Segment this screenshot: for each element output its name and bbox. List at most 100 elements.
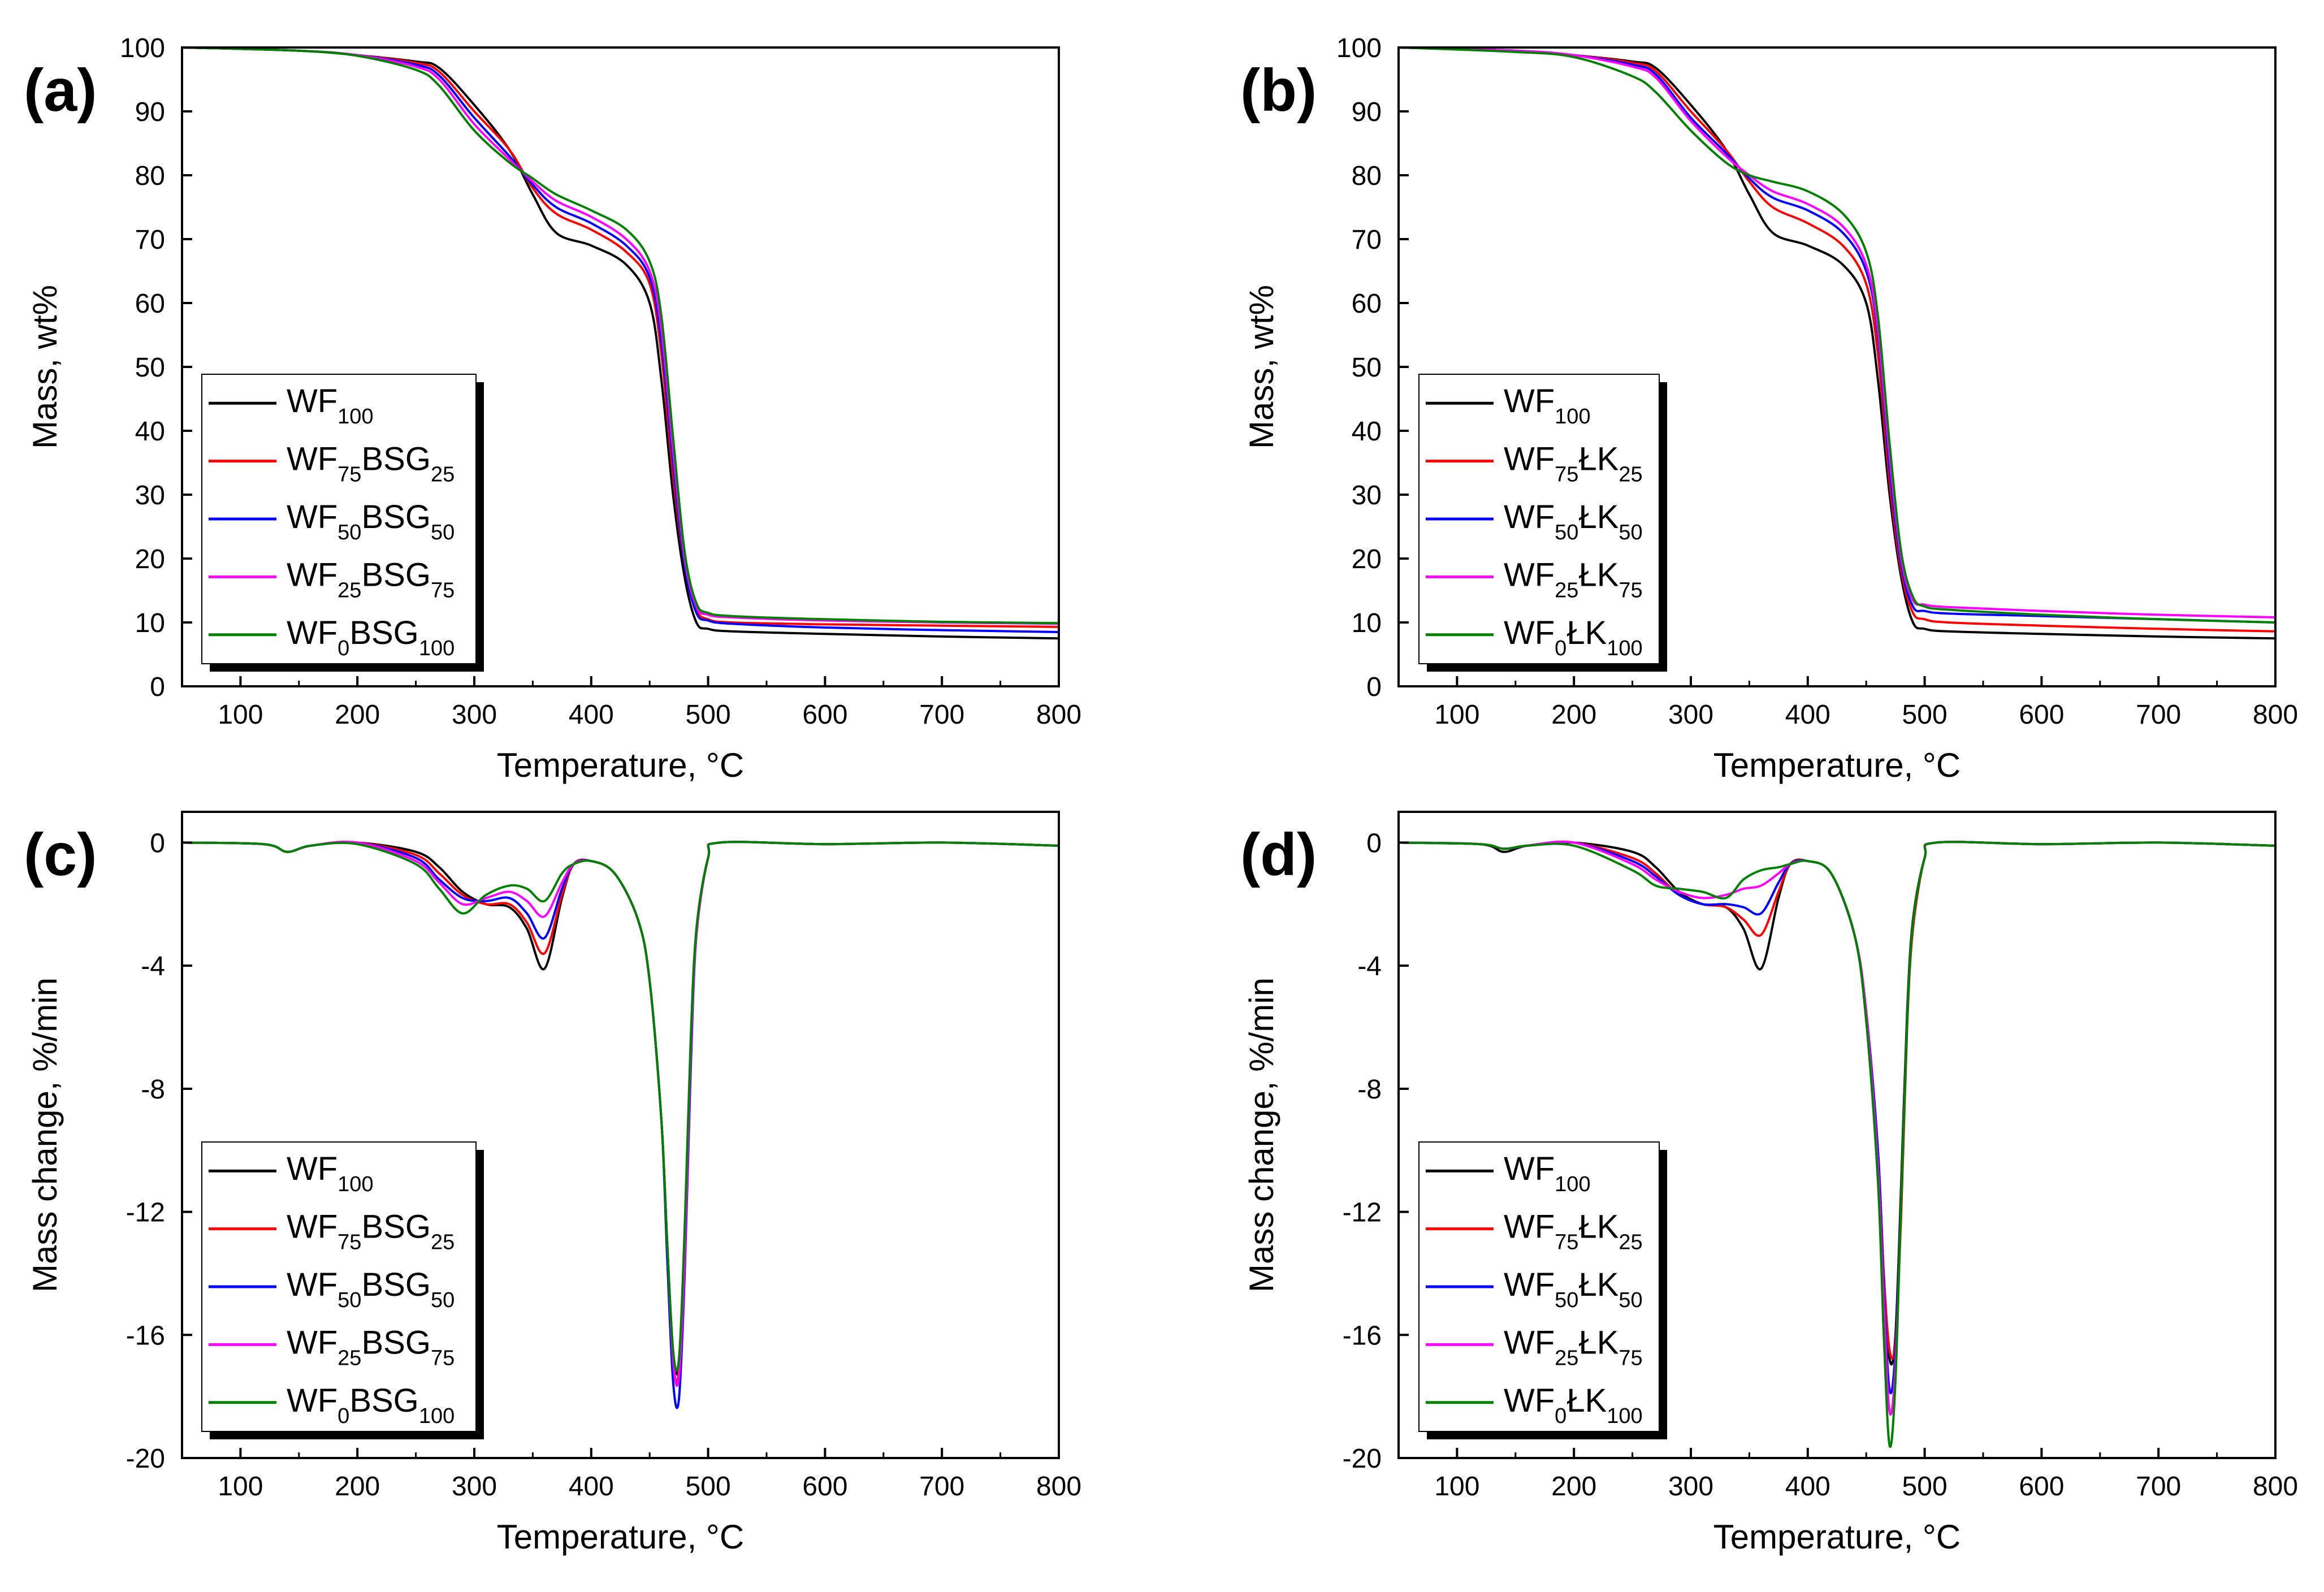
y-tick-label: -4: [141, 951, 165, 981]
x-tick-label: 800: [1036, 700, 1081, 730]
y-tick-label: 90: [135, 97, 165, 127]
x-axis-title: Temperature, °C: [1713, 1518, 1961, 1556]
y-tick-label: 100: [1336, 33, 1382, 63]
y-tick-label: 60: [135, 289, 165, 319]
y-tick-label: 20: [135, 544, 165, 574]
y-tick-label: 40: [1352, 417, 1382, 447]
y-tick-label: -12: [126, 1198, 165, 1228]
legend-label-wf0bsg100: WF0BSG100: [287, 1382, 455, 1428]
series-line-wf50bsg50: [182, 47, 1059, 633]
y-tick-label: 40: [135, 417, 165, 447]
x-tick-label: 200: [1551, 1472, 1596, 1502]
series-group: [182, 840, 1059, 1409]
y-tick-label: 0: [1366, 828, 1382, 858]
y-tick-label: -8: [141, 1075, 165, 1105]
x-tick-label: 100: [1434, 700, 1479, 730]
x-tick-label: 400: [569, 700, 614, 730]
plot-frame: [1397, 811, 2277, 1459]
y-tick-label: 50: [1352, 353, 1382, 383]
series-line-wf75bsg25: [182, 47, 1059, 628]
x-tick-label: 100: [218, 1472, 263, 1502]
y-tick-label: -12: [1343, 1198, 1382, 1228]
x-tick-label: 500: [1902, 700, 1948, 730]
legend-label-wf75łk25: WF75ŁK25: [1504, 441, 1643, 487]
y-tick-label: -8: [1357, 1075, 1382, 1105]
legend-label-wf75bsg25: WF75BSG25: [287, 441, 455, 487]
y-axis-title: Mass change, %/min: [26, 977, 64, 1292]
legend-label-wf75łk25: WF75ŁK25: [1504, 1209, 1643, 1254]
x-tick-label: 700: [2136, 1472, 2181, 1502]
x-tick-label: 400: [1785, 700, 1830, 730]
panel-label: (a): [24, 57, 97, 124]
legend: WF100 WF75BSG25 WF50BSG50 WF25BSG75 WF0BSG10…: [201, 1141, 484, 1439]
y-tick-label: 20: [1352, 544, 1382, 574]
y-tick-label: 70: [135, 225, 165, 255]
series-group: [1399, 47, 2275, 640]
panel-label: (d): [1240, 821, 1317, 888]
legend: WF100 WF75ŁK25 WF50ŁK50 WF25ŁK75 WF0ŁK100: [1418, 374, 1667, 672]
x-tick-label: 300: [1668, 700, 1713, 730]
chart-panel-a: 100 200 300 400 500 600 700 800 0 10 20 30 40 50 60 70 8…: [24, 33, 1081, 784]
y-tick-label: 30: [135, 481, 165, 511]
x-tick-label: 800: [2253, 1472, 2298, 1502]
legend-label-wf0łk100: WF0ŁK100: [1504, 615, 1643, 660]
legend-label-wf50łk50: WF50ŁK50: [1504, 499, 1643, 544]
legend-label-wf100: WF100: [1504, 383, 1591, 429]
chart-panel-b: 100 200 300 400 500 600 700 800 0 10 20 30 40 50 60 70 8…: [1240, 33, 2298, 784]
y-tick-label: 10: [1352, 608, 1382, 638]
x-tick-label: 500: [686, 1472, 731, 1502]
plot-frame: [181, 811, 1060, 1459]
y-tick-label: -4: [1357, 951, 1382, 981]
legend-label-wf0bsg100: WF0BSG100: [287, 615, 455, 660]
x-axis-title: Temperature, °C: [497, 1518, 745, 1556]
y-tick-label: 0: [150, 672, 165, 702]
series-line-wf75łk25: [1399, 47, 2275, 633]
y-tick-label: 50: [135, 353, 165, 383]
y-axis-title: Mass, wt%: [26, 285, 64, 449]
legend-label-wf50bsg50: WF50BSG50: [287, 499, 455, 544]
legend: WF100 WF75BSG25 WF50BSG50 WF25BSG75 WF0BSG10…: [201, 374, 484, 672]
y-axis-title: Mass, wt%: [1243, 285, 1280, 449]
y-tick-label: 80: [135, 161, 165, 191]
y-tick-label: 0: [1366, 672, 1382, 702]
series-line-wf0bsg100: [182, 841, 1059, 1372]
y-tick-label: 30: [1352, 481, 1382, 511]
chart-panel-d: 100 200 300 400 500 600 700 800 0 -4 -8 -12 -16 -20 Te…: [1240, 811, 2298, 1556]
x-tick-label: 500: [686, 700, 731, 730]
series-line-wf50łk50: [1399, 47, 2275, 624]
x-tick-label: 700: [2136, 700, 2181, 730]
x-tick-label: 100: [1434, 1472, 1479, 1502]
legend-label-wf50łk50: WF50ŁK50: [1504, 1266, 1643, 1312]
y-tick-label: 0: [150, 828, 165, 858]
x-tick-label: 200: [1551, 700, 1596, 730]
legend-label-wf100: WF100: [287, 1150, 374, 1196]
y-tick-label: 60: [1352, 289, 1382, 319]
x-axis-title: Temperature, °C: [1713, 746, 1961, 784]
legend-label-wf25bsg75: WF25BSG75: [287, 556, 455, 602]
y-tick-label: -16: [1343, 1321, 1382, 1351]
y-tick-label: 80: [1352, 161, 1382, 191]
legend-label-wf100: WF100: [1504, 1150, 1591, 1196]
legend-label-wf25łk75: WF25ŁK75: [1504, 1324, 1643, 1370]
y-tick-label: -20: [126, 1444, 165, 1474]
x-tick-label: 100: [218, 700, 263, 730]
series-line-wf0łk100: [1399, 47, 2275, 624]
x-axis-title: Temperature, °C: [497, 746, 745, 784]
legend-box: [1418, 374, 1660, 664]
legend-label-wf0łk100: WF0ŁK100: [1504, 1382, 1643, 1428]
x-tick-label: 400: [1785, 1472, 1830, 1502]
x-tick-label: 400: [569, 1472, 614, 1502]
series-group: [1399, 840, 2275, 1448]
chart-panel-c: 100 200 300 400 500 600 700 800 0 -4 -8 -12 -16 -20 Te…: [24, 811, 1081, 1556]
legend-label-wf50bsg50: WF50BSG50: [287, 1266, 455, 1312]
x-tick-label: 800: [1036, 1472, 1081, 1502]
x-tick-label: 600: [802, 700, 847, 730]
x-tick-label: 700: [919, 1472, 964, 1502]
x-tick-label: 600: [2019, 700, 2064, 730]
y-tick-label: 100: [120, 33, 165, 63]
legend-label-wf25łk75: WF25ŁK75: [1504, 556, 1643, 602]
x-tick-label: 700: [919, 700, 964, 730]
series-line-wf25bsg75: [182, 47, 1059, 625]
series-line-wf25łk75: [1399, 47, 2275, 618]
y-tick-label: -16: [126, 1321, 165, 1351]
